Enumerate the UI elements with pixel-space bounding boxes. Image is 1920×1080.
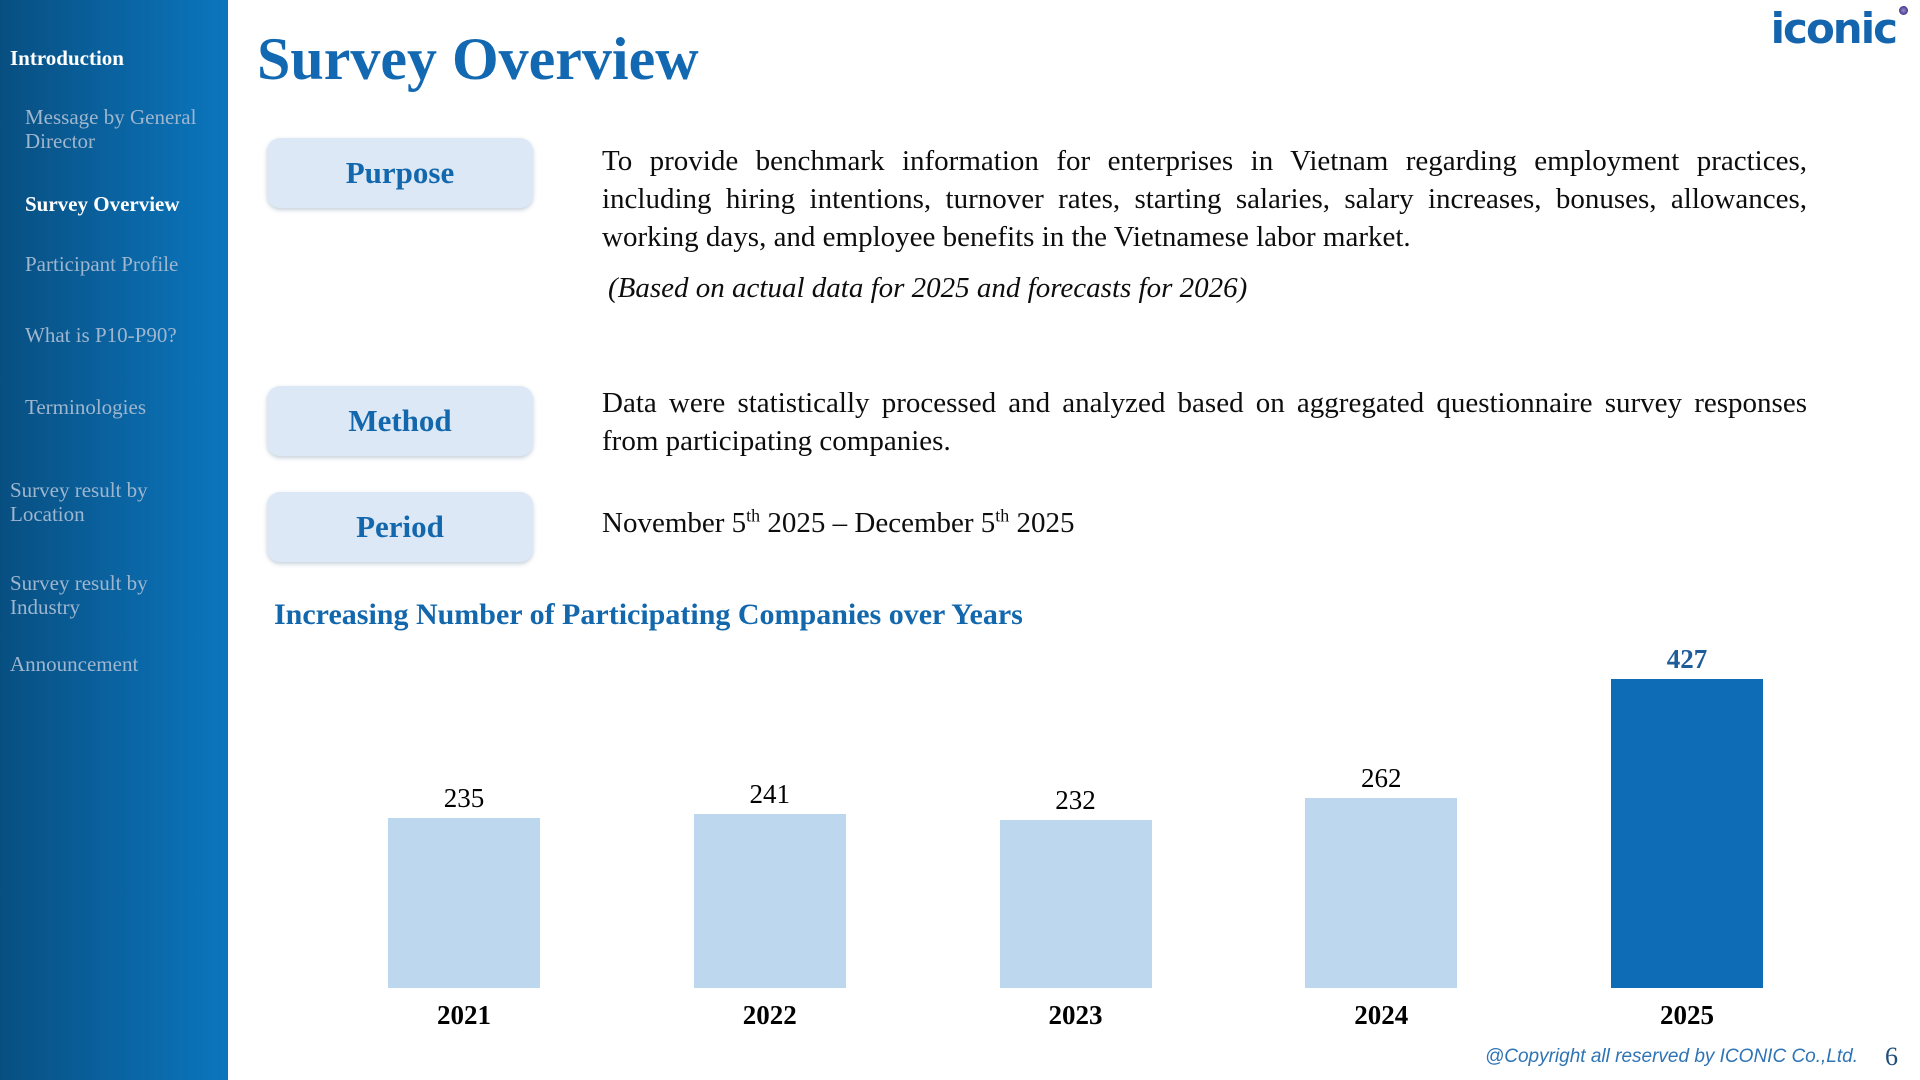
period-sup2: th bbox=[995, 505, 1010, 526]
sidebar-item-survey-overview[interactable]: Survey Overview bbox=[25, 192, 180, 216]
bar-value-label-2022: 241 bbox=[749, 779, 791, 809]
bar-2025 bbox=[1611, 679, 1763, 988]
purpose-label-box: Purpose bbox=[267, 138, 533, 208]
sidebar-nav: Introduction Message by General Director S… bbox=[0, 0, 228, 676]
period-part2: 2025 – December 5 bbox=[760, 507, 996, 539]
page-number: 6 bbox=[1885, 1042, 1898, 1071]
bar-stack: 232 bbox=[999, 645, 1152, 988]
copyright-text: @Copyright all reserved by ICONIC Co.,Lt… bbox=[1484, 1046, 1858, 1067]
method-text: Data were statistically processed and an… bbox=[602, 387, 1807, 457]
bar-year-label-2023: 2023 bbox=[1048, 1000, 1103, 1030]
logo-trademark-dot-icon bbox=[1899, 6, 1908, 15]
bar-2021 bbox=[388, 818, 540, 988]
bar-stack: 262 bbox=[1305, 645, 1458, 988]
period-sup1: th bbox=[746, 505, 761, 526]
period-label: Period bbox=[356, 509, 444, 544]
bar-value-label-2023: 232 bbox=[1055, 785, 1096, 815]
bar-column-2025: 427 2025 bbox=[1611, 645, 1763, 1034]
period-part3: 2025 bbox=[1009, 507, 1075, 539]
sidebar-item-message-by-general-director[interactable]: Message by General Director bbox=[25, 105, 197, 153]
bar-2024 bbox=[1305, 798, 1458, 988]
bar-column-2021: 235 2021 bbox=[388, 645, 540, 1034]
purpose-note: (Based on actual data for 2025 and forec… bbox=[608, 272, 1248, 304]
bar-year-label-2024: 2024 bbox=[1354, 1000, 1409, 1030]
method-label-box: Method bbox=[267, 386, 533, 456]
sidebar-item-terminologies[interactable]: Terminologies bbox=[25, 395, 147, 419]
bar-year-label-2022: 2022 bbox=[742, 1000, 797, 1030]
bar-year-label-2025: 2025 bbox=[1660, 1000, 1714, 1030]
bar-stack: 241 bbox=[693, 645, 846, 988]
bar-column-2024: 262 2024 bbox=[1305, 645, 1458, 1034]
period-text: November 5th 2025 – December 5th 2025 bbox=[602, 504, 1807, 542]
sidebar-item-announcement[interactable]: Announcement bbox=[10, 652, 139, 676]
period-label-box: Period bbox=[267, 492, 533, 562]
bar-column-2022: 241 2022 bbox=[693, 645, 846, 1034]
bar-year-label-2021: 2021 bbox=[437, 1000, 491, 1030]
sidebar-item-what-is-p10-p90[interactable]: What is P10-P90? bbox=[25, 323, 177, 347]
logo-text: iconic bbox=[1770, 4, 1898, 53]
bar-2022 bbox=[693, 814, 846, 988]
period-part1: November 5 bbox=[602, 507, 747, 539]
page-title: Survey Overview bbox=[257, 26, 699, 92]
bar-stack: 427 bbox=[1611, 645, 1763, 988]
chart-title: Increasing Number of Participating Compa… bbox=[274, 598, 1023, 631]
sidebar-item-survey-result-by-industry[interactable]: Survey result by Industry bbox=[10, 571, 148, 619]
bar-value-label-2025: 427 bbox=[1666, 644, 1708, 674]
bar-stack: 235 bbox=[388, 645, 540, 988]
bar-value-label-2024: 262 bbox=[1361, 763, 1402, 793]
sidebar-item-participant-profile[interactable]: Participant Profile bbox=[25, 252, 179, 276]
method-label: Method bbox=[348, 403, 452, 438]
iconic-logo: iconic bbox=[1771, 6, 1908, 50]
sidebar-item-survey-result-by-location[interactable]: Survey result by Location bbox=[10, 478, 148, 526]
bar-chart: 235 2021 241 2022 232 2023 262 2024 427 2025 bbox=[388, 645, 1763, 1034]
purpose-text: To provide benchmark information for ent… bbox=[602, 145, 1807, 253]
purpose-label: Purpose bbox=[345, 155, 455, 190]
sidebar: Introduction Message by General Director S… bbox=[0, 0, 228, 1080]
bar-value-label-2021: 235 bbox=[443, 783, 485, 813]
sidebar-item-introduction[interactable]: Introduction bbox=[10, 46, 124, 70]
bar-2023 bbox=[999, 820, 1152, 988]
bar-column-2023: 232 2023 bbox=[999, 645, 1152, 1034]
